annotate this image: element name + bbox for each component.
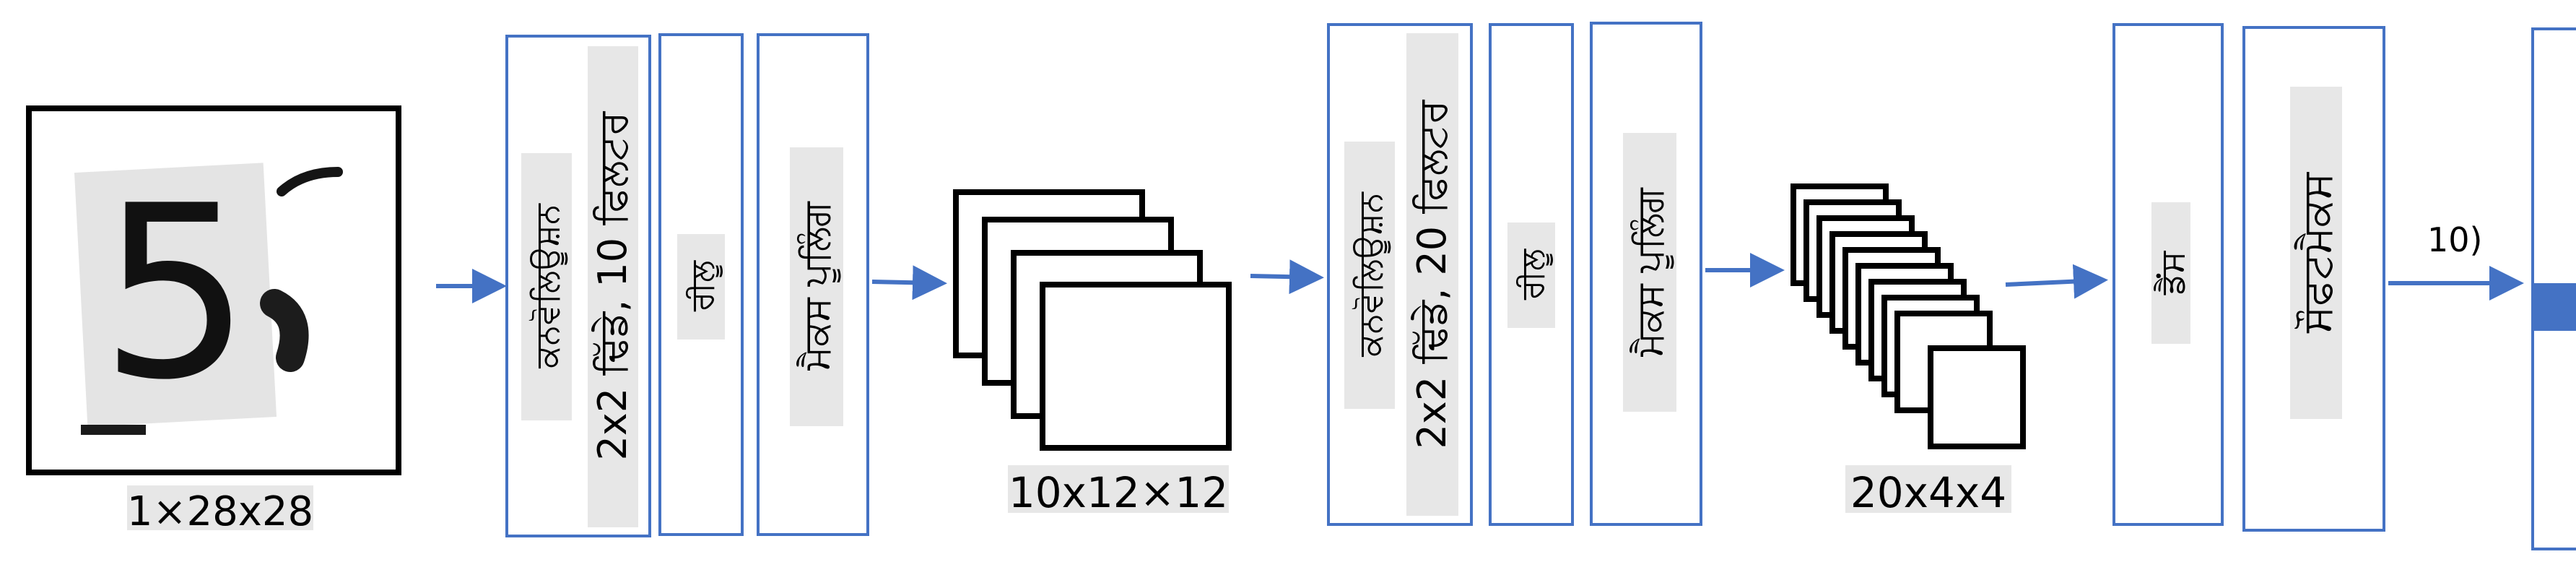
fmap2-label-bg xyxy=(1845,465,2011,513)
feature-map-stack-2 xyxy=(1790,183,2026,449)
input-shape-label: 1×28x28 xyxy=(127,488,313,535)
output-label-bg xyxy=(2423,217,2482,261)
pool2-name: ਮੈਕਸ ਪੂਲਿੰਗ xyxy=(1629,187,1674,357)
conv2-detail: 2x2 ਢਿੱਡੇ, 20 ਫਿਲਟਰ xyxy=(1409,99,1455,449)
conv1-name-bg xyxy=(521,153,572,420)
conv1-detail: 2x2 ਢਿੱਡੇ, 10 ਫਿਲਟਰ xyxy=(590,111,635,461)
relu2-name: ਰੀਲੂ xyxy=(1514,248,1553,301)
arrow-pool1-to-fmap1 xyxy=(871,265,947,301)
dense-label-bg xyxy=(2151,202,2190,344)
input-image: 5 xyxy=(26,105,401,475)
conv1-name: ਕਨਵੋਲਿਊਸ਼ਨ xyxy=(527,203,568,369)
feature-map-stack-1 xyxy=(953,189,1232,451)
output-vector xyxy=(2531,27,2576,550)
pool2-label-bg xyxy=(1623,133,1676,412)
dense-name: ਡੈਂਸ xyxy=(2152,250,2191,295)
pool1-name: ਮੈਕਸ ਪੂਲਿੰਗ xyxy=(796,201,840,371)
input-shape-label-bg xyxy=(127,485,313,530)
fmap2-shape-label: 20x4x4 xyxy=(1850,468,2006,517)
output-shape-label: 10) xyxy=(2427,220,2482,259)
pool1-label-bg xyxy=(790,147,843,426)
fmap1-shape-label: 10x12×12 xyxy=(1009,468,1228,517)
conv2-detail-bg xyxy=(1406,33,1458,516)
softmax-name: ਸੌਫਟਮੈਕਸ xyxy=(2294,171,2341,334)
relu1-label-bg xyxy=(677,234,725,340)
relu2-label-bg xyxy=(1507,222,1555,328)
conv2-name-bg xyxy=(1344,142,1395,409)
fmap1-label-bg xyxy=(1008,465,1229,513)
softmax-label-bg xyxy=(2290,87,2342,419)
conv2-name: ਕਨਵੋਲਿਊਸ਼ਨ xyxy=(1350,191,1391,358)
conv1-detail-bg xyxy=(588,46,638,527)
relu1-name: ਰੀਲੂ xyxy=(684,260,723,313)
arrow-fmap1-to-conv2 xyxy=(1250,259,1324,295)
input-digit: 5 xyxy=(100,155,251,432)
arrow-fmap2-to-dense xyxy=(2005,264,2108,299)
